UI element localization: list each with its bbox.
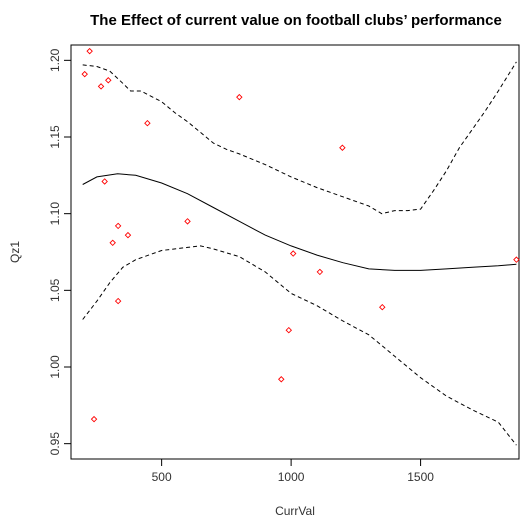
- x-tick-label: 1500: [407, 470, 434, 484]
- data-point: [97, 83, 105, 90]
- data-point: [289, 250, 297, 257]
- confidence-band-line: [82, 61, 517, 215]
- fitted-curve: [82, 173, 517, 271]
- x-tick-label: 500: [152, 470, 172, 484]
- data-point: [513, 256, 520, 263]
- x-tick-label: 1000: [278, 470, 305, 484]
- data-point: [278, 376, 285, 383]
- data-point: [285, 326, 293, 334]
- data-point: [124, 231, 132, 239]
- data-point: [81, 70, 88, 78]
- data-point: [114, 297, 122, 305]
- data-point: [101, 178, 108, 185]
- y-tick-label: 1.15: [48, 125, 62, 149]
- curves: [82, 61, 517, 446]
- data-point: [90, 415, 98, 423]
- data-point: [339, 144, 346, 151]
- data-point: [379, 303, 386, 311]
- y-tick-label: 1.05: [48, 278, 62, 302]
- data-point: [114, 222, 122, 230]
- y-axis: 0.95 1.00 1.05 1.10 1.15 1.20: [48, 48, 71, 455]
- confidence-band-line: [82, 245, 517, 446]
- chart-title: The Effect of current value on football …: [90, 12, 502, 29]
- y-tick-label: 1.20: [48, 48, 62, 72]
- y-tick-label: 1.10: [48, 202, 62, 226]
- data-point: [86, 47, 93, 55]
- y-tick-label: 1.00: [48, 355, 62, 379]
- data-point: [184, 218, 191, 225]
- y-axis-label: Qz1: [8, 241, 22, 263]
- data-points: [81, 47, 520, 423]
- x-axis-label: CurrVal: [275, 504, 315, 518]
- data-point: [109, 239, 116, 247]
- data-point: [236, 93, 243, 101]
- plot-frame: [70, 44, 520, 460]
- data-point: [144, 119, 151, 127]
- data-point: [316, 268, 324, 276]
- data-point: [105, 77, 112, 84]
- y-tick-label: 0.95: [48, 432, 62, 456]
- x-axis: 500 1000 1500: [152, 459, 434, 484]
